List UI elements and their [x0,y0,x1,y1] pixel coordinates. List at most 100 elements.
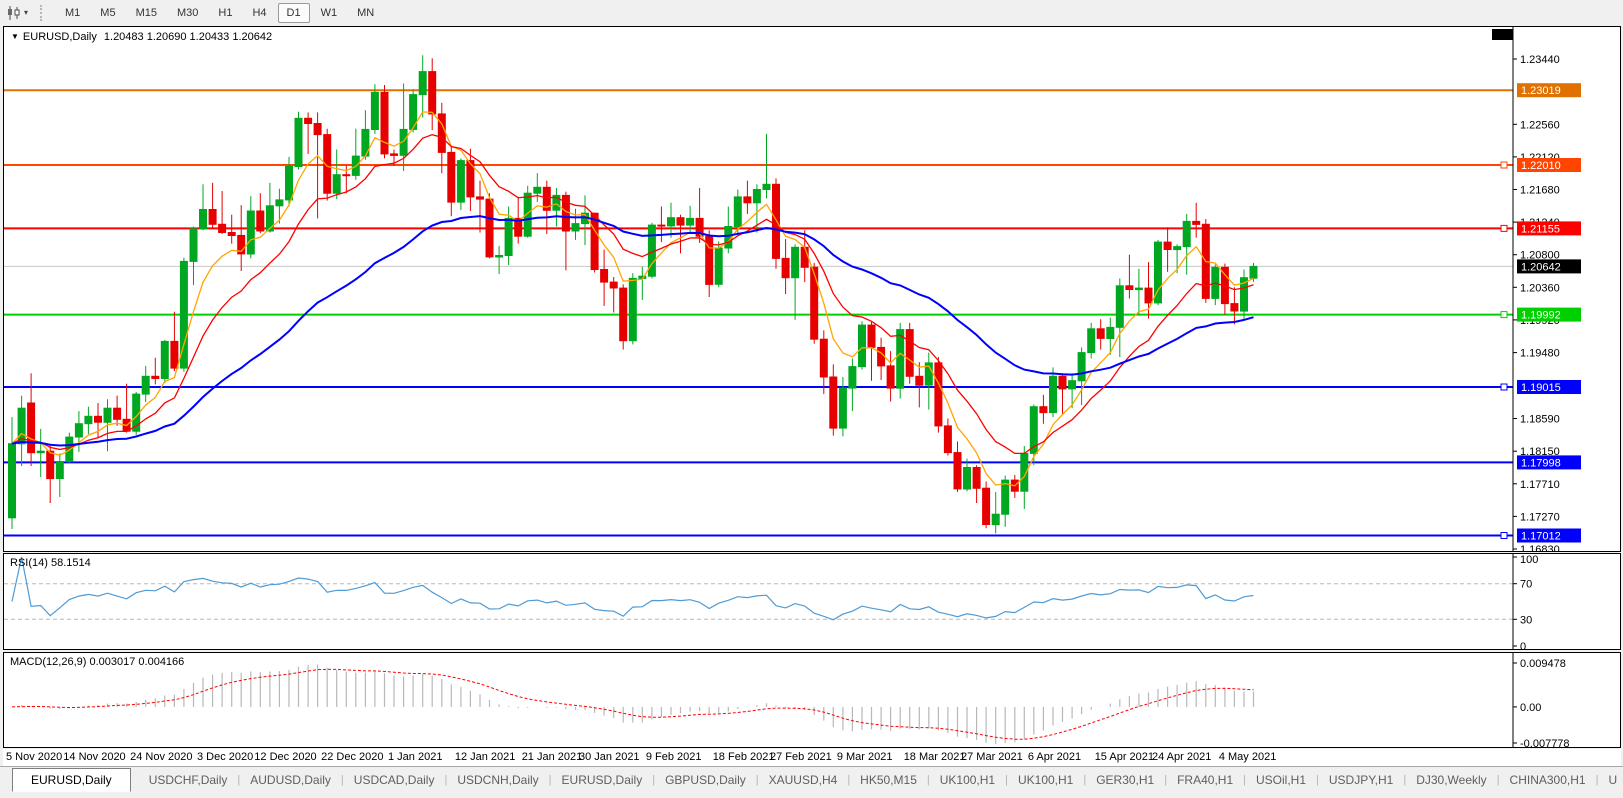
chart-tab-14[interactable]: USDJPY,H1 [1328,772,1394,787]
chart-tab-7[interactable]: XAUUSD,H4 [768,772,838,787]
rsi-panel[interactable]: 100 70 30 0 RSI(14) 58.1514 [3,553,1621,650]
chart-tab-bar: EURUSD,Daily USDCHF,Daily | AUDUSD,Daily | US… [0,766,1623,798]
chart-tab-13[interactable]: USOil,H1 [1255,772,1306,787]
macd-signal-line [11,668,1254,740]
macd-tick-label: 0.00 [1520,702,1541,714]
time-tick-label: 21 Jan 2021 [521,751,583,763]
rsi-canvas[interactable]: 100 70 30 0 [4,554,1620,649]
chart-corner-marker[interactable] [1492,29,1513,40]
time-tick-label: 3 Dec 2020 [197,751,254,763]
chart-tab-4[interactable]: USDCNH,Daily [457,772,539,787]
price-level-badge [1517,158,1581,172]
chart-tab-10[interactable]: UK100,H1 [1017,772,1074,787]
chart-window: 1.234401.225601.221201.216801.212401.208… [0,25,1623,798]
price-level-badge-text: 1.19015 [1521,382,1561,394]
chart-tool-group: ▾ [0,5,28,21]
price-tick-label: 1.23440 [1520,54,1560,66]
chart-tab-6[interactable]: GBPUSD,Daily [665,772,746,787]
current-price-badge [1517,259,1581,274]
level-drag-handle[interactable] [1500,383,1508,391]
medium-ma-line [11,134,1254,455]
time-tick-label: 6 Apr 2021 [1027,751,1082,763]
tab-separator: | [1164,773,1168,786]
timeframe-button-mn[interactable]: MN [357,6,375,19]
time-tick-label: 22 Dec 2020 [321,751,384,763]
time-tick-label: 18 Mar 2021 [903,751,966,763]
candlestick-chart-icon[interactable] [6,5,22,21]
level-drag-handle[interactable] [1500,311,1508,319]
time-tick-label: 5 Nov 2020 [6,751,63,763]
chart-tab-2[interactable]: AUDUSD,Daily [250,772,331,787]
chart-tab-5[interactable]: EURUSD,Daily [561,772,643,787]
chart-tabs: EURUSD,Daily USDCHF,Daily | AUDUSD,Daily | US… [0,767,1623,792]
chart-tab-12[interactable]: FRA40,H1 [1177,772,1234,787]
level-drag-handle[interactable] [1500,224,1508,232]
price-level-badge-text: 1.21155 [1521,223,1560,235]
chart-tab-11[interactable]: GER30,H1 [1096,772,1155,787]
time-tick-label: 24 Nov 2020 [130,751,193,763]
tab-separator: | [1496,773,1500,786]
tab-separator: | [237,773,241,786]
level-drag-handle[interactable] [1500,532,1508,539]
chevron-down-icon[interactable]: ▾ [24,8,29,17]
price-tick-label: 1.20360 [1520,282,1560,294]
tab-separator: | [652,773,656,786]
price-tick-label: 1.20800 [1520,250,1560,262]
main-chart-panel[interactable]: 1.234401.225601.221201.216801.212401.208… [3,26,1621,552]
time-tick-label: 12 Dec 2020 [254,751,317,763]
chart-tab-16[interactable]: CHINA300,H1 [1509,772,1586,787]
timeframe-button-d1[interactable]: D1 [277,2,310,23]
chart-tab-9[interactable]: UK100,H1 [939,772,996,787]
time-tick-label: 18 Feb 2021 [712,751,775,763]
timeframe-button-h4[interactable]: H4 [252,6,267,19]
chart-tab-15[interactable]: DJ30,Weekly [1416,772,1487,787]
price-level-badge-text: 1.17998 [1521,457,1561,469]
chart-tab-17[interactable]: U [1608,772,1618,787]
timeframe-button-m15[interactable]: M15 [135,6,157,19]
timeframe-button-w1[interactable]: W1 [320,6,338,19]
price-tick-label: 1.17710 [1520,479,1560,491]
timeframe-button-m5[interactable]: M5 [100,6,116,19]
rsi-line [11,556,1254,621]
price-tick-label: 1.18150 [1520,446,1560,458]
chart-tab-1[interactable]: USDCHF,Daily [148,772,228,787]
rsi-tick-label: 0 [1520,641,1526,649]
toolbar-grip[interactable] [40,4,46,21]
time-tick-label: 27 Feb 2021 [770,751,832,763]
price-level-badge [1517,83,1581,98]
tab-separator: | [1316,773,1319,786]
macd-panel[interactable]: 0.009478 0.00 -0.007778 MACD(12,26,9) 0.00… [3,652,1621,748]
tab-separator: | [1083,773,1087,786]
macd-canvas[interactable]: 0.009478 0.00 -0.007778 [4,653,1620,747]
chart-tab-8[interactable]: HK50,M15 [860,772,917,787]
main-chart-canvas[interactable]: 1.234401.225601.221201.216801.212401.208… [4,27,1620,551]
timeframe-button-h1[interactable]: H1 [218,6,233,19]
time-tick-label: 27 Mar 2021 [961,751,1023,763]
price-tick-label: 1.18590 [1520,414,1560,426]
level-drag-handle[interactable] [1500,161,1508,169]
price-level-badge-text: 1.19992 [1521,310,1561,322]
price-level-badge-text: 1.17012 [1521,531,1561,543]
symbol-period-label: EURUSD,Daily [22,31,97,43]
chart-tab-0[interactable]: EURUSD,Daily [12,767,131,792]
tab-separator: | [755,773,759,786]
chart-title: ▼ EURUSD,Daily 1.20483 1.20690 1.20433 1.2… [11,31,272,43]
rsi-tick-label: 70 [1520,579,1532,591]
time-tick-label: 14 Nov 2020 [63,751,126,763]
timeframe-button-m1[interactable]: M1 [65,6,81,19]
collapse-caret-icon[interactable]: ▼ [11,32,19,41]
timeframe-button-m30[interactable]: M30 [176,6,199,19]
tab-separator: | [1403,773,1407,786]
tab-separator: | [847,773,851,786]
time-tick-label: 9 Feb 2021 [645,751,702,763]
timeframe-toolbar: M1 M5 M15 M30 H1 H4 D1 W1 MN [55,2,384,23]
price-level-badge [1517,307,1581,322]
macd-label: MACD(12,26,9) 0.003017 0.004166 [10,656,185,668]
price-tick-label: 1.22560 [1520,119,1560,131]
price-tick-label: 1.19480 [1520,348,1560,360]
time-axis[interactable]: 5 Nov 2020 14 Nov 2020 24 Nov 2020 3 Dec 20… [3,749,1621,766]
tab-separator: | [1243,773,1246,786]
current-price-badge-text: 1.20642 [1521,261,1561,273]
chart-tab-3[interactable]: USDCAD,Daily [353,772,435,787]
tab-separator: | [340,773,344,786]
